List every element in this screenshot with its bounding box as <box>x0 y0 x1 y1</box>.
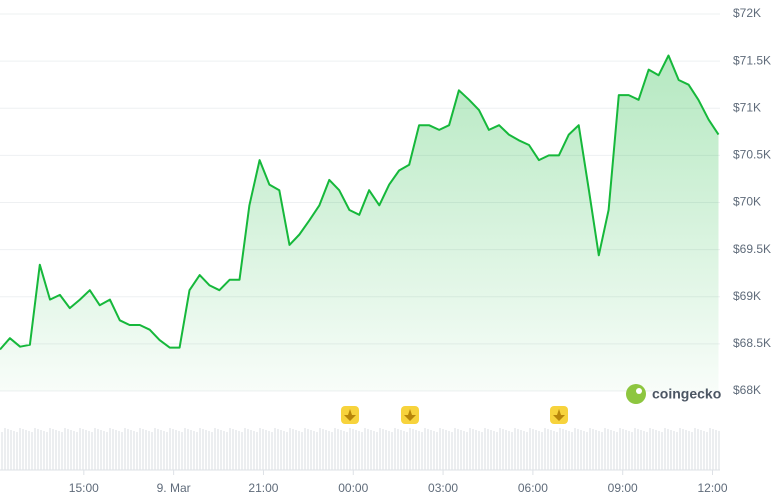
y-tick-label: $72K <box>733 6 761 20</box>
price-line <box>0 54 720 351</box>
x-tick-label: 21:00 <box>248 481 278 495</box>
y-tick-label: $71.5K <box>733 53 771 67</box>
x-tick-label: 06:00 <box>518 481 548 495</box>
logo: coingecko <box>626 384 721 404</box>
y-tick-label: $68K <box>733 383 761 397</box>
watermark: coingecko <box>652 386 721 402</box>
x-tick-label: 12:00 <box>697 481 727 495</box>
volume-bars <box>1 428 720 470</box>
x-tick-label: 15:00 <box>69 481 99 495</box>
event-markers <box>341 406 568 424</box>
area-fill <box>0 55 719 391</box>
y-tick-label: $70K <box>733 195 761 209</box>
x-tick-label: 09:00 <box>608 481 638 495</box>
x-tick-label: 9. Mar <box>157 481 191 495</box>
y-tick-label: $69K <box>733 289 761 303</box>
y-tick-label: $68.5K <box>733 336 771 350</box>
y-tick-label: $71K <box>733 100 761 114</box>
y-tick-label: $70.5K <box>733 148 771 162</box>
x-tick-label: 03:00 <box>428 481 458 495</box>
y-tick-label: $69.5K <box>733 242 771 256</box>
x-tick-label: 00:00 <box>338 481 368 495</box>
